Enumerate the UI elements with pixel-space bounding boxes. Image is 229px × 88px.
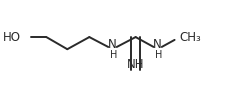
Text: NH: NH [126,58,144,71]
Text: CH₃: CH₃ [179,31,201,44]
Text: N: N [153,38,161,51]
Text: HO: HO [3,31,21,44]
Text: H: H [154,50,161,60]
Text: N: N [108,38,116,51]
Text: H: H [109,50,117,60]
